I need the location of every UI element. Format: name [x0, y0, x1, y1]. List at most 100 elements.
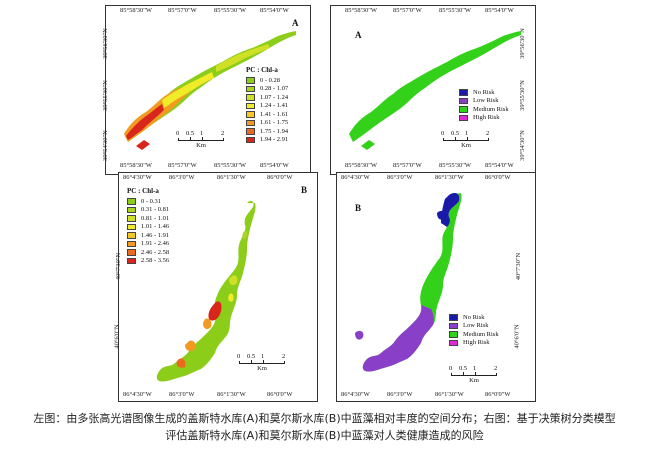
legend-swatch	[459, 97, 468, 104]
bottom-coord-label: 86°1'30"W	[217, 391, 246, 398]
legend-label: 1.46 - 1.91	[141, 231, 170, 239]
legend-entry: 1.07 - 1.24	[246, 93, 288, 102]
legend-swatch	[246, 128, 255, 135]
legend-entry: 1.24 - 1.41	[246, 102, 288, 111]
scale-number: 2	[282, 353, 286, 360]
legend-swatch	[459, 89, 468, 96]
bottom-coord-label: 85°54'0"W	[260, 162, 289, 169]
legend-entry: High Risk	[449, 339, 499, 348]
top-coord-label: 85°58'30"W	[120, 7, 153, 14]
legend-swatch	[449, 339, 458, 346]
legend-entry: 0 - 0.31	[127, 197, 169, 206]
legend-entry: 0.28 - 1.07	[246, 85, 288, 94]
scale-number: 0.5	[451, 130, 460, 137]
legend-label: 1.94 - 2.91	[260, 136, 289, 144]
scale-number: 0.5	[459, 365, 468, 372]
legend-swatch	[246, 111, 255, 118]
legend-entry: 0.31 - 0.81	[127, 206, 169, 215]
legend-swatch	[246, 94, 255, 101]
bottom-coord-label: 86°3'0"W	[387, 391, 413, 398]
top-coord-label: 86°1'30"W	[435, 174, 464, 181]
legend-swatch	[127, 249, 136, 256]
scale-number: 0	[441, 130, 445, 137]
bottom-coord-label: 85°55'30"W	[439, 162, 472, 169]
scale-number: 1	[200, 130, 204, 137]
bottom-coord-label: 86°0'0"W	[485, 391, 511, 398]
bottom-coord-label: 85°58'30"W	[345, 162, 378, 169]
reservoir-map-geist	[124, 31, 296, 150]
legend-entry: 0.81 - 1.01	[127, 214, 169, 223]
top-coord-label: 86°3'0"W	[169, 174, 195, 181]
legend-swatch	[459, 114, 468, 121]
scale-number: 1	[261, 353, 265, 360]
legend-swatch	[246, 119, 255, 126]
scale-line	[443, 137, 489, 141]
scale-unit: Km	[196, 142, 206, 149]
legend-label: 1.24 - 1.41	[260, 102, 289, 110]
legend-label: 1.01 - 1.46	[141, 223, 170, 231]
reservoir-risk-map-geist	[349, 31, 521, 150]
bottom-coord-label: 85°58'30"W	[120, 162, 153, 169]
legend-title: PC : Chl-a	[246, 66, 278, 74]
bottom-coord-label: 86°3'0"W	[169, 391, 195, 398]
scale-line	[178, 137, 224, 141]
caption-line-2: 评估盖斯特水库(A)和莫尔斯水库(B)中蓝藻对人类健康造成的风险	[165, 429, 484, 442]
legend-label: 2.46 - 2.58	[141, 248, 170, 256]
legend-label: 1.75 - 1.94	[260, 127, 289, 135]
legend-label: 1.61 - 1.75	[260, 119, 289, 127]
legend-label: High Risk	[463, 339, 490, 347]
figure-caption: 左图：由多张高光谱图像生成的盖斯特水库(A)和莫尔斯水库(B)中蓝藻相对丰度的空…	[0, 410, 649, 444]
scale-number: 0	[176, 130, 180, 137]
caption-line-1: 左图：由多张高光谱图像生成的盖斯特水库(A)和莫尔斯水库(B)中蓝藻相对丰度的空…	[33, 412, 616, 425]
legend-label: Low Risk	[473, 97, 499, 105]
scale-unit: Km	[257, 365, 267, 372]
panel-letter: A	[355, 30, 362, 40]
legend-label: 0.28 - 1.07	[260, 85, 289, 93]
top-coord-label: 86°0'0"W	[267, 174, 293, 181]
top-coord-label: 86°4'30"W	[123, 174, 152, 181]
legend-label: 0.31 - 0.81	[141, 206, 170, 214]
legend-entry: Low Risk	[449, 322, 499, 331]
top-coord-label: 85°55'30"W	[439, 7, 472, 14]
reservoir-risk-map-morse	[355, 193, 462, 372]
top-coord-label: 85°54'0"W	[260, 7, 289, 14]
legend-swatch	[449, 331, 458, 338]
scale-line	[239, 360, 285, 364]
legend-label: 0 - 0.28	[260, 76, 281, 84]
legend-label: No Risk	[463, 313, 485, 321]
top-coord-label: 85°55'30"W	[214, 7, 247, 14]
legend-swatch	[246, 136, 255, 143]
scale-bar: 0 0.5 1 2 Km	[176, 130, 224, 149]
top-coord-label: 85°57'0"W	[168, 7, 197, 14]
legend-label: Medium Risk	[463, 330, 499, 338]
legend-entry: 2.58 - 3.56	[127, 257, 169, 266]
legend-swatch	[127, 232, 136, 239]
legend-label: 2.58 - 3.56	[141, 257, 170, 265]
legend-entry: No Risk	[459, 88, 509, 97]
bottom-coord-label: 86°4'30"W	[341, 391, 370, 398]
scale-number: 2	[486, 130, 490, 137]
risk-legend: No Risk Low Risk Medium Risk High Risk	[449, 313, 499, 347]
scale-bar: 0 0.5 1 2 Km	[237, 353, 286, 372]
legend-title: PC : Chl-a	[127, 187, 159, 195]
panel-letter: B	[355, 203, 362, 213]
bottom-coord-label: 85°54'0"W	[485, 162, 514, 169]
top-coord-label: 86°4'30"W	[341, 174, 370, 181]
legend-label: 1.07 - 1.24	[260, 93, 289, 101]
scale-number: 1	[473, 365, 477, 372]
map-panel-geist-chl: 85°58'30"W 85°57'0"W 85°55'30"W 85°54'0"…	[102, 5, 311, 175]
top-coord-label: 85°54'0"W	[485, 7, 514, 14]
legend-swatch	[127, 257, 136, 264]
legend-entry: 1.61 - 1.75	[246, 119, 288, 128]
legend-entry: Medium Risk	[459, 105, 509, 114]
map-panel-geist-risk: 85°58'30"W 85°57'0"W 85°55'30"W 85°54'0"…	[330, 5, 536, 175]
map-panel-morse-risk: 86°4'30"W 86°3'0"W 86°1'30"W 86°0'0"W 40…	[336, 172, 536, 402]
legend-swatch	[127, 240, 136, 247]
top-coord-label: 86°3'0"W	[387, 174, 413, 181]
legend-swatch	[246, 77, 255, 84]
legend-entry: Low Risk	[459, 97, 509, 106]
legend-label: No Risk	[473, 88, 495, 96]
legend-entry: 1.91 - 2.46	[127, 240, 169, 249]
top-coord-label: 85°58'30"W	[345, 7, 378, 14]
scale-line	[451, 372, 497, 376]
